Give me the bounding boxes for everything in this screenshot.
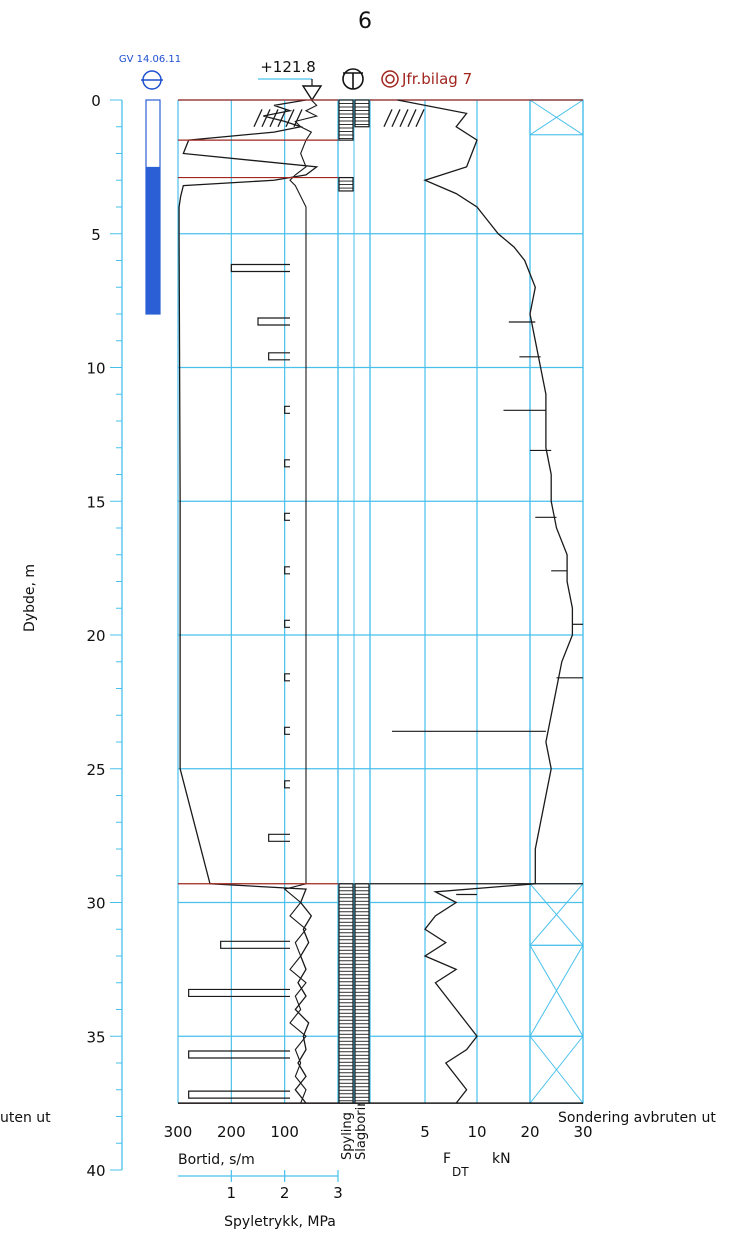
- bortid-axis-label: Bortid, s/m: [178, 1152, 255, 1168]
- depth-tick-label: 35: [86, 1028, 105, 1046]
- bortid-spike: [284, 459, 290, 468]
- hatch-cross-line: [529, 945, 584, 1037]
- depth-tick-label: 5: [91, 226, 101, 244]
- bortid-series-line: [178, 99, 319, 1104]
- groundwater-label: GV 14.06.11: [119, 54, 181, 65]
- spyletrykk-tick-label: 2: [280, 1184, 290, 1202]
- hatch-cross-line: [529, 883, 584, 946]
- bortid-spike: [284, 566, 290, 575]
- surface-hatch-mark: [277, 109, 287, 128]
- spyletrykk-series-line: [283, 99, 319, 1104]
- method-spyling-block: [338, 99, 354, 141]
- spyletrykk-axis-label: Spyletrykk, MPa: [224, 1214, 336, 1230]
- method-label-spyling: Spyling: [340, 1112, 355, 1160]
- depth-tick-label: 20: [86, 627, 105, 645]
- hatch-cross-line: [529, 1035, 584, 1104]
- surface-hatch-mark: [253, 109, 263, 128]
- fdt-tick-label: 5: [420, 1123, 430, 1141]
- surface-hatch-mark: [415, 109, 425, 128]
- y-axis-label: Dybde, m: [22, 564, 38, 632]
- reference-label: Jfr.bilag 7: [401, 70, 472, 88]
- depth-tick-label: 30: [86, 895, 105, 913]
- fdt-tick-label: 20: [520, 1123, 539, 1141]
- depth-tick-label: 0: [91, 92, 101, 110]
- bortid-spike: [284, 512, 290, 521]
- bortid-spike: [284, 405, 290, 414]
- bortid-spike: [284, 619, 290, 628]
- method-slagboring-block: [354, 99, 370, 128]
- fdt-axis-unit: kN: [492, 1151, 511, 1167]
- surface-hatch-mark: [399, 109, 409, 128]
- stop-text-left: uten ut: [0, 1110, 51, 1126]
- sample-reference-icon: [381, 70, 399, 88]
- depth-tick-label: 10: [86, 360, 105, 378]
- hatch-cross-line: [529, 99, 584, 136]
- bortid-spike: [257, 317, 290, 326]
- method-slagboring-block: [354, 883, 370, 1104]
- method-label-slagboring: Slagboring: [354, 1090, 369, 1160]
- groundwater-symbol-icon: [141, 70, 163, 90]
- surface-hatch-mark: [407, 109, 417, 128]
- fdt-axis-subscript: DT: [452, 1165, 469, 1179]
- page-number: 6: [358, 9, 372, 34]
- surface-hatch-mark: [285, 109, 295, 128]
- bortid-spike: [230, 263, 290, 273]
- depth-tick-label: 15: [86, 493, 105, 511]
- bortid-spike: [220, 940, 290, 949]
- fdt-tick-label: 10: [467, 1123, 486, 1141]
- elevation-marker-icon: [258, 78, 323, 102]
- surface-hatch-mark: [391, 109, 401, 128]
- groundwater-level-fill: [146, 166, 160, 314]
- bortid-tick-label: 200: [217, 1123, 246, 1141]
- bortid-spike: [188, 1050, 290, 1059]
- surface-hatch-mark: [269, 109, 279, 128]
- bortid-tick-label: 100: [270, 1123, 299, 1141]
- bortid-tick-label: 300: [164, 1123, 193, 1141]
- fdt-series-line: [397, 99, 574, 1104]
- spyletrykk-tick-label: 1: [227, 1184, 237, 1202]
- fdt-tick-label: 30: [573, 1123, 592, 1141]
- bortid-spike: [284, 726, 290, 735]
- spyletrykk-tick-label: 3: [333, 1184, 343, 1202]
- fdt-axis-label: F: [443, 1151, 451, 1167]
- rotary-pressure-symbol-icon: [342, 68, 364, 90]
- stop-text-right: Sondering avbruten ut: [558, 1110, 716, 1126]
- bortid-spike: [284, 780, 290, 789]
- surface-hatch-mark: [383, 109, 393, 128]
- elevation-label: +121.8: [260, 58, 316, 76]
- bortid-spike: [188, 1090, 290, 1099]
- depth-tick-label: 25: [86, 761, 105, 779]
- surface-hatch-mark: [293, 109, 303, 128]
- surface-hatch-mark: [261, 109, 271, 128]
- depth-tick-label: 40: [86, 1162, 105, 1180]
- hatch-panel-frame: [529, 99, 584, 1104]
- bortid-spike: [284, 673, 290, 682]
- method-spyling-block: [338, 883, 354, 1104]
- bortid-spike: [268, 833, 290, 842]
- bortid-spike: [188, 988, 290, 998]
- bortid-spike: [268, 352, 290, 361]
